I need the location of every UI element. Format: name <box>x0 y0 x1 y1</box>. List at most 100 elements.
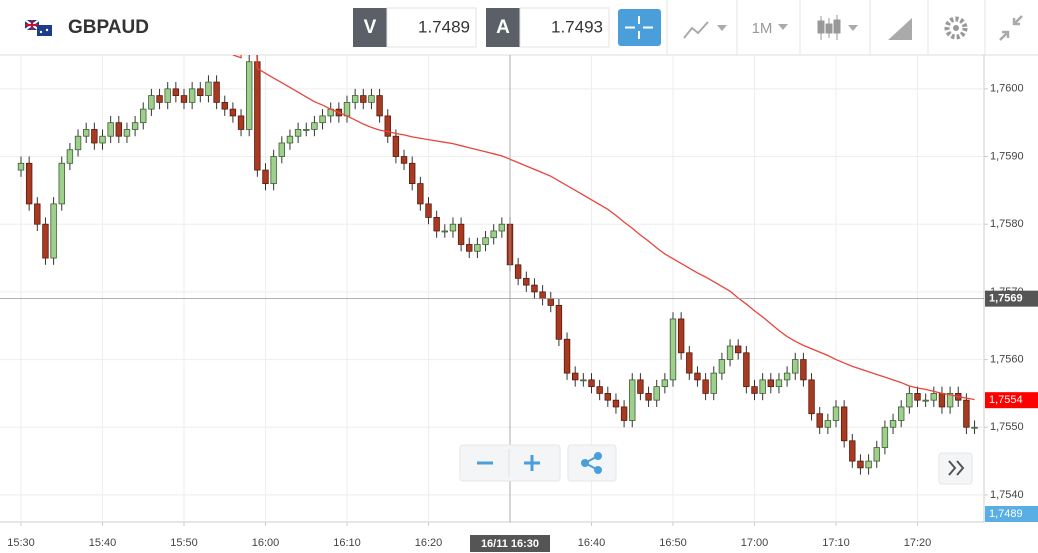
candle-body <box>482 237 489 245</box>
candle-body <box>50 203 57 259</box>
candle-body <box>612 399 620 408</box>
crosshair-x-badge <box>470 535 550 552</box>
candle-body <box>164 88 171 103</box>
candle-body <box>66 149 74 164</box>
x-tick-label: 15:30 <box>7 537 35 549</box>
candle-body <box>759 379 766 394</box>
x-tick-label: 16:00 <box>252 537 280 549</box>
candle-body <box>286 135 294 144</box>
y-tick-label: 1,7600 <box>990 83 1024 95</box>
candle-body <box>808 379 815 415</box>
interval-button[interactable]: 1M <box>752 20 773 37</box>
crosshair-button[interactable] <box>618 9 661 46</box>
candle-body <box>474 244 481 252</box>
candle-body <box>555 305 563 340</box>
ask-box <box>519 7 610 48</box>
share-button[interactable] <box>581 452 602 474</box>
y-tick-label: 1,7550 <box>990 421 1024 433</box>
chart-type-icon[interactable] <box>683 21 709 39</box>
candle-body <box>498 223 506 232</box>
bid-badge <box>985 506 1038 522</box>
candle-body <box>898 406 905 421</box>
x-tick-label: 16:40 <box>578 537 606 549</box>
candle-body <box>123 129 131 137</box>
candle-body <box>74 135 82 151</box>
candle-body <box>303 129 310 131</box>
candle-body <box>278 142 285 157</box>
candle-body <box>188 88 196 103</box>
crosshair-x-label: 16/11 16:30 <box>481 538 539 550</box>
candle-body <box>457 223 465 245</box>
candle-body <box>661 379 669 388</box>
candle-body <box>245 61 253 130</box>
candles <box>17 55 978 475</box>
candle-body <box>677 318 685 354</box>
zoom-in[interactable] <box>524 455 540 471</box>
ask-label: A <box>496 17 510 38</box>
candle-body <box>58 162 65 205</box>
candle-body <box>368 95 375 103</box>
candle-body <box>645 393 652 401</box>
candle-body <box>311 122 318 130</box>
candle-body <box>735 345 742 354</box>
candle-body <box>425 203 432 218</box>
candle-body <box>449 223 457 232</box>
candle-body <box>596 386 603 394</box>
scroll-to-end[interactable] <box>948 460 965 476</box>
zoom-panel <box>459 444 561 482</box>
dropdown-arrow <box>778 24 788 30</box>
candle-body <box>294 129 302 137</box>
moving-average <box>232 55 975 401</box>
last-price-label: 1,7554 <box>989 394 1023 406</box>
candle-body <box>629 379 636 421</box>
bid-price: 1.7489 <box>418 17 470 36</box>
candle-body <box>107 122 114 137</box>
candle-body <box>743 352 750 388</box>
candle-body <box>930 393 937 401</box>
candle-body <box>669 318 677 381</box>
candle-body <box>881 426 889 448</box>
settings-icon[interactable] <box>944 16 968 40</box>
y-tick-label: 1,7540 <box>990 489 1024 501</box>
drawing-icon[interactable] <box>888 18 912 40</box>
zoom-controls <box>459 444 973 485</box>
candle-body <box>270 156 277 184</box>
candle-body <box>702 379 709 394</box>
collapse-icon[interactable] <box>999 15 1023 41</box>
candle-body <box>857 460 864 469</box>
candle-body <box>946 393 954 408</box>
candle-body <box>686 352 693 374</box>
candle-body <box>792 359 799 374</box>
x-tick-label: 16:20 <box>415 537 443 549</box>
candle-body <box>229 108 237 117</box>
candle-body <box>115 122 122 137</box>
crosshair-y-badge <box>985 290 1038 307</box>
x-tick-label: 17:20 <box>904 537 932 549</box>
candle-body <box>197 88 204 97</box>
candles-icon[interactable] <box>817 15 841 40</box>
candle-body <box>237 115 245 130</box>
candle-body <box>800 359 807 381</box>
candle-body <box>963 399 970 428</box>
candle-body <box>441 230 448 233</box>
dropdown-arrow <box>717 25 727 31</box>
candle-body <box>580 379 587 382</box>
last-price-badge <box>985 392 1038 409</box>
candle-body <box>710 372 717 394</box>
y-tick-label: 1,7580 <box>990 218 1024 230</box>
candle-body <box>539 291 546 300</box>
candle-body <box>148 95 155 110</box>
candle-body <box>824 420 832 428</box>
x-tick-label: 17:00 <box>741 537 769 549</box>
candle-body <box>775 379 783 388</box>
candle-body <box>34 203 41 225</box>
candle-body <box>417 183 424 205</box>
candle-body <box>572 372 579 381</box>
bid-button[interactable] <box>353 8 387 47</box>
candle-body <box>865 460 872 469</box>
candle-body <box>490 230 497 239</box>
ask-button[interactable] <box>486 8 520 47</box>
ask-price: 1.7493 <box>551 17 603 36</box>
toolbar-separators <box>666 0 986 55</box>
